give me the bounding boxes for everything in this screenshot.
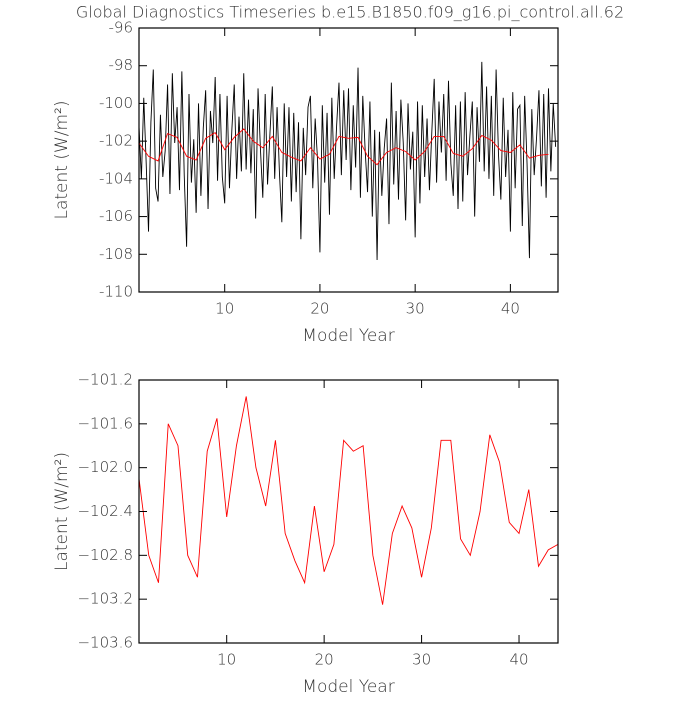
y-tick-label: −103.2	[77, 590, 133, 608]
x-tick-label: 20	[310, 300, 329, 318]
y-tick-label: −101.6	[77, 414, 133, 432]
x-tick-label: 40	[501, 300, 520, 318]
y-tick-label: −102.8	[77, 546, 133, 564]
y-tick-label: -98	[109, 56, 134, 74]
y-tick-label: −101.2	[77, 371, 133, 389]
y-tick-label: -106	[99, 207, 133, 225]
y-tick-label: -102	[99, 132, 133, 150]
plot-frame	[138, 379, 559, 644]
y-tick-label: -96	[109, 19, 134, 37]
x-tick-label: 30	[406, 300, 425, 318]
x-tick-label: 20	[315, 651, 334, 669]
x-tick-label: 10	[215, 300, 234, 318]
y-axis-label: Latent (W/m²)	[52, 100, 72, 219]
plot-frame	[138, 27, 559, 293]
y-tick-label: −103.6	[77, 634, 133, 652]
x-axis-label: Model Year	[302, 677, 394, 697]
data-line	[138, 396, 559, 605]
data-line	[138, 61, 557, 260]
y-tick-label: -100	[99, 94, 133, 112]
x-tick-label: 10	[217, 651, 236, 669]
y-tick-label: -104	[99, 169, 133, 187]
y-axis-label: Latent (W/m²)	[52, 452, 72, 571]
y-tick-label: −102.0	[77, 458, 133, 476]
x-tick-label: 30	[412, 651, 431, 669]
chart-title: Global Diagnostics Timeseries b.e15.B185…	[76, 3, 624, 22]
y-tick-label: −102.4	[77, 502, 133, 520]
data-line	[138, 128, 549, 166]
y-tick-label: -110	[99, 283, 133, 301]
x-tick-label: 40	[509, 651, 528, 669]
x-axis-label: Model Year	[302, 326, 394, 346]
y-tick-label: -108	[99, 245, 133, 263]
